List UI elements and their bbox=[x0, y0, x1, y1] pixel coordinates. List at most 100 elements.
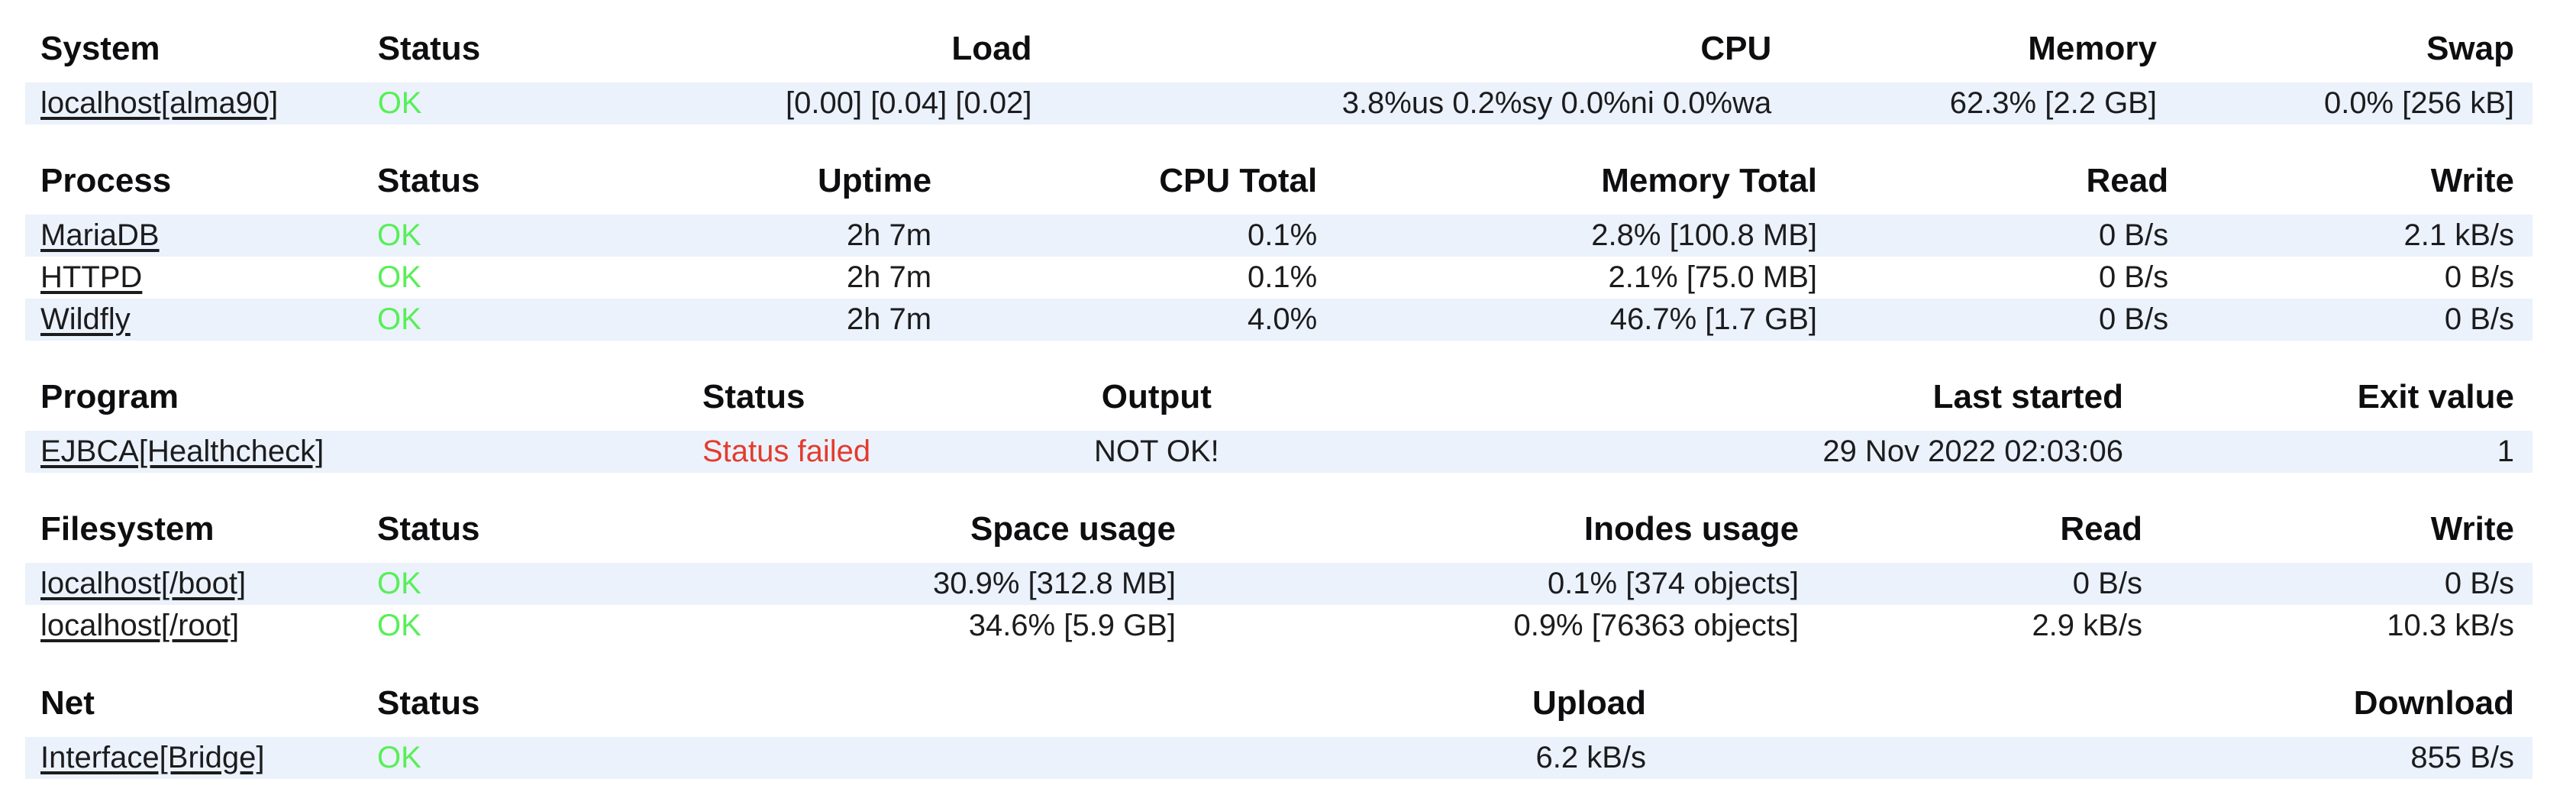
cell-value: 34.6% [5.9 GB] bbox=[968, 609, 1176, 642]
process-column-header-write: Write bbox=[2430, 162, 2514, 199]
service-link[interactable]: localhost[/root] bbox=[40, 609, 240, 642]
program-cell-output: NOT OK! bbox=[909, 431, 1405, 473]
table-row: localhost[/root] OK 34.6% [5.9 GB] 0.9% [76… bbox=[25, 605, 2532, 647]
net-column-header-net: Net bbox=[40, 684, 95, 722]
service-link[interactable]: EJBCA[Healthcheck] bbox=[40, 435, 324, 468]
process-cell-memory-total: 46.7% [1.7 GB] bbox=[1335, 299, 1835, 341]
system-column-header-cpu: CPU bbox=[1700, 30, 1772, 67]
system-cell-load: [0.00] [0.04] [0.02] bbox=[711, 82, 1051, 124]
cell-value: 62.3% [2.2 GB] bbox=[1949, 86, 2157, 120]
cell-value: 2.1 kB/s bbox=[2403, 218, 2514, 252]
program-column-header-program: Program bbox=[40, 378, 179, 415]
filesystem-cell-space-usage: 34.6% [5.9 GB] bbox=[763, 605, 1194, 647]
system-column-header-status: Status bbox=[377, 30, 481, 67]
process-header-row: Process Status Uptime CPU Total Memory Total… bbox=[25, 160, 2532, 215]
process-column-header-read: Read bbox=[2086, 162, 2169, 199]
program-table: Program Status Output Last started Exit valu… bbox=[25, 376, 2532, 473]
table-row: HTTPD OK 2h 7m 0.1% 2.1% [75.0 MB] 0 B/s 0 B/s bbox=[25, 257, 2532, 299]
filesystem-column-header-read: Read bbox=[2060, 510, 2142, 548]
table-row: MariaDB OK 2h 7m 0.1% 2.8% [100.8 MB] 0 B/s 2.… bbox=[25, 215, 2532, 257]
net-cell-upload: 6.2 kB/s bbox=[840, 737, 1664, 779]
system-column-header-swap: Swap bbox=[2426, 30, 2514, 67]
service-link[interactable]: localhost[alma90] bbox=[40, 86, 279, 120]
service-name-cell: Interface[Bridge] bbox=[25, 737, 362, 779]
filesystem-column-header-status: Status bbox=[377, 510, 480, 548]
cell-value: 0 B/s bbox=[2072, 567, 2142, 600]
cell-value: 0 B/s bbox=[2444, 260, 2514, 294]
system-cell-cpu: 3.8%us 0.2%sy 0.0%ni 0.0%wa bbox=[1050, 82, 1790, 124]
process-cell-write: 0 B/s bbox=[2187, 299, 2532, 341]
status-cell: OK bbox=[362, 257, 687, 299]
cell-value: 2h 7m bbox=[846, 260, 932, 294]
status-cell: OK bbox=[362, 605, 763, 647]
service-link[interactable]: HTTPD bbox=[40, 260, 143, 294]
program-column-header-exit-value: Exit value bbox=[2357, 378, 2514, 415]
filesystem-cell-write: 10.3 kB/s bbox=[2161, 605, 2532, 647]
cell-value: 0.9% [76363 objects] bbox=[1513, 609, 1800, 642]
status-text: OK bbox=[377, 609, 421, 642]
system-column-header-system: System bbox=[40, 30, 160, 67]
process-cell-write: 0 B/s bbox=[2187, 257, 2532, 299]
process-cell-read: 0 B/s bbox=[1835, 257, 2187, 299]
service-name-cell: Wildfly bbox=[25, 299, 362, 341]
process-column-header-cpu-total: CPU Total bbox=[1159, 162, 1318, 199]
program-cell-last-started: 29 Nov 2022 02:03:06 bbox=[1405, 431, 2142, 473]
process-cell-read: 0 B/s bbox=[1835, 299, 2187, 341]
cell-value: 10.3 kB/s bbox=[2387, 609, 2514, 642]
status-cell: OK bbox=[362, 563, 763, 605]
service-link[interactable]: localhost[/boot] bbox=[40, 567, 247, 600]
process-cell-uptime: 2h 7m bbox=[687, 257, 950, 299]
net-column-header-upload: Upload bbox=[1532, 684, 1647, 722]
table-row: localhost[/boot] OK 30.9% [312.8 MB] 0.1% [… bbox=[25, 563, 2532, 605]
status-cell: OK bbox=[363, 82, 711, 124]
process-column-header-uptime: Uptime bbox=[817, 162, 932, 199]
service-link[interactable]: Wildfly bbox=[40, 302, 131, 336]
cell-value: 0 B/s bbox=[2098, 218, 2169, 252]
cell-value: 0 B/s bbox=[2098, 260, 2169, 294]
cell-value: 0 B/s bbox=[2444, 567, 2514, 600]
service-name-cell: MariaDB bbox=[25, 215, 362, 257]
service-link[interactable]: Interface[Bridge] bbox=[40, 741, 265, 774]
filesystem-column-header-filesystem: Filesystem bbox=[40, 510, 215, 548]
net-column-header-download: Download bbox=[2353, 684, 2514, 722]
process-column-header-memory-total: Memory Total bbox=[1601, 162, 1818, 199]
status-cell: OK bbox=[362, 215, 687, 257]
net-table: Net Status Upload Download Interface[Bridge]… bbox=[25, 682, 2532, 779]
system-cell-memory: 62.3% [2.2 GB] bbox=[1790, 82, 2175, 124]
net-cell-download: 855 B/s bbox=[1664, 737, 2532, 779]
system-table: System Status Load CPU Memory Swap localhost[a… bbox=[25, 0, 2532, 124]
process-cell-memory-total: 2.8% [100.8 MB] bbox=[1335, 215, 1835, 257]
program-column-header-output: Output bbox=[1101, 378, 1212, 415]
cell-value: [0.00] [0.04] [0.02] bbox=[786, 86, 1032, 120]
filesystem-cell-inodes-usage: 0.9% [76363 objects] bbox=[1194, 605, 1817, 647]
cell-value: 2h 7m bbox=[846, 218, 932, 252]
filesystem-cell-write: 0 B/s bbox=[2161, 563, 2532, 605]
program-cell-exit-value: 1 bbox=[2142, 431, 2532, 473]
filesystem-cell-space-usage: 30.9% [312.8 MB] bbox=[763, 563, 1194, 605]
system-column-header-load: Load bbox=[951, 30, 1032, 67]
cell-value: 0.0% [256 kB] bbox=[2323, 86, 2514, 120]
process-cell-cpu-total: 0.1% bbox=[950, 215, 1335, 257]
status-text: OK bbox=[377, 567, 421, 600]
filesystem-column-header-space-usage: Space usage bbox=[970, 510, 1176, 548]
cell-value: 2.8% [100.8 MB] bbox=[1591, 218, 1818, 252]
service-link[interactable]: MariaDB bbox=[40, 218, 160, 252]
process-cell-memory-total: 2.1% [75.0 MB] bbox=[1335, 257, 1835, 299]
cell-value: 6.2 kB/s bbox=[1535, 741, 1647, 774]
status-text: OK bbox=[377, 218, 421, 252]
cell-value: 0 B/s bbox=[2098, 302, 2169, 336]
status-text: OK bbox=[377, 302, 421, 336]
status-text: OK bbox=[377, 741, 421, 774]
cell-value: 0.1% bbox=[1248, 260, 1318, 294]
cell-value: 4.0% bbox=[1248, 302, 1318, 336]
net-header-row: Net Status Upload Download bbox=[25, 682, 2532, 737]
cell-value: 855 B/s bbox=[2410, 741, 2514, 774]
process-column-header-status: Status bbox=[377, 162, 480, 199]
service-name-cell: localhost[/boot] bbox=[25, 563, 362, 605]
filesystem-table: Filesystem Status Space usage Inodes usage R… bbox=[25, 508, 2532, 647]
process-cell-uptime: 2h 7m bbox=[687, 215, 950, 257]
table-row: EJBCA[Healthcheck] Status failed NOT OK! 29… bbox=[25, 431, 2532, 473]
process-cell-uptime: 2h 7m bbox=[687, 299, 950, 341]
table-row: localhost[alma90] OK [0.00] [0.04] [0.02] 3… bbox=[25, 82, 2532, 124]
status-cell: OK bbox=[362, 737, 840, 779]
